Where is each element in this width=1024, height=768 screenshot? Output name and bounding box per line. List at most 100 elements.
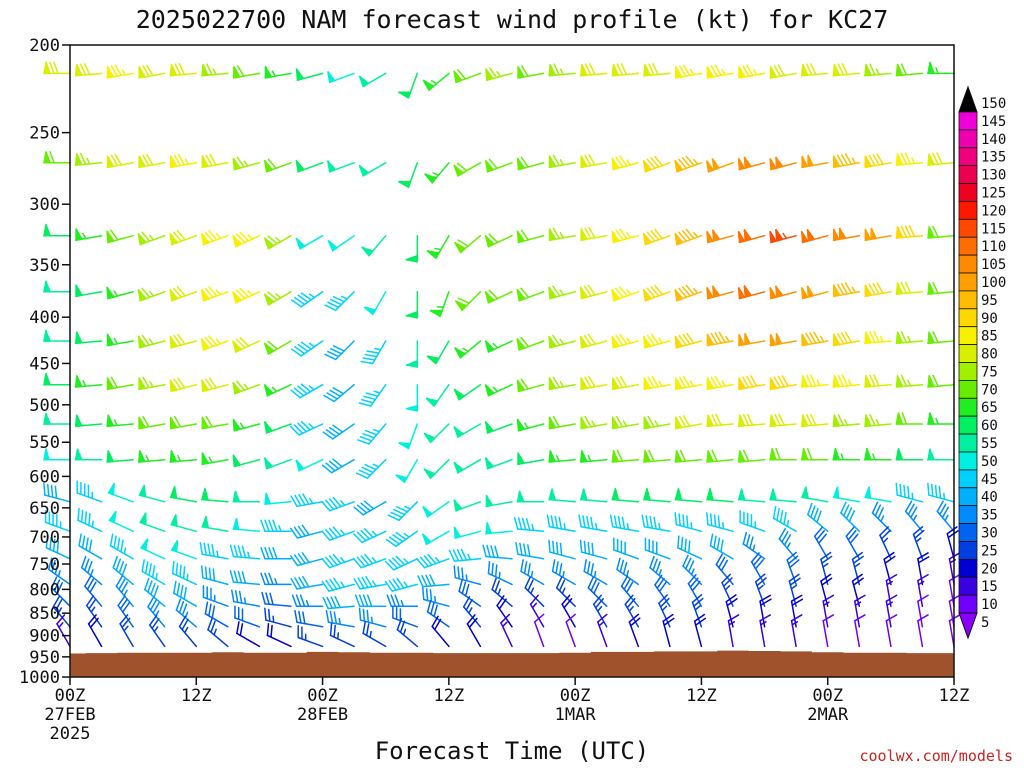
barb-flag <box>207 617 213 631</box>
wind-barb <box>232 418 261 432</box>
barb-flag <box>805 332 813 345</box>
barb-flag <box>114 64 123 77</box>
barb-flag <box>904 152 912 165</box>
barb-flag <box>932 281 939 294</box>
barb-half-flag <box>402 628 407 636</box>
barb-flag <box>238 590 243 604</box>
wind-barb <box>706 512 734 533</box>
wind-barb <box>74 331 103 345</box>
barb-flag <box>869 414 876 427</box>
barb-flag <box>678 158 688 170</box>
wind-barb <box>358 162 387 177</box>
barb-flag <box>725 594 737 603</box>
barb-flag <box>626 598 636 609</box>
wind-barb <box>485 494 513 508</box>
barb-flag <box>110 65 119 77</box>
barb-flag <box>840 501 847 514</box>
barb-flag <box>833 414 841 427</box>
wind-barb <box>108 510 134 533</box>
barb-flag <box>328 555 338 566</box>
wind-barb <box>201 565 229 586</box>
barb-half-flag <box>530 587 535 595</box>
barb-half-flag <box>236 495 241 503</box>
barb-half-flag <box>403 532 410 538</box>
wind-barb <box>820 573 833 607</box>
barb-flag <box>398 180 412 183</box>
barb-flag <box>297 294 309 303</box>
barb-flag <box>176 230 186 241</box>
barb-half-flag <box>308 385 315 391</box>
barb-flag <box>270 624 273 638</box>
barb-flag <box>290 348 303 357</box>
wind-barb <box>611 228 640 244</box>
barb-flag <box>929 412 935 425</box>
barb-flag <box>553 63 560 76</box>
barb-pennant <box>295 459 305 472</box>
wind-barb <box>642 284 671 302</box>
barb-pennant <box>706 230 714 244</box>
wind-barb <box>363 291 387 316</box>
colorbar-label: 80 <box>981 347 998 363</box>
wind-barb <box>800 285 829 300</box>
wind-barb <box>202 584 229 607</box>
barb-pennant <box>800 287 809 300</box>
barb-flag <box>546 514 551 528</box>
barb-flag <box>141 334 150 346</box>
barb-half-flag <box>753 68 758 76</box>
barb-flag <box>675 377 683 389</box>
barb-flag <box>89 617 99 629</box>
barb-flag <box>936 152 943 165</box>
x-tick-label: 12Z <box>686 686 717 706</box>
colorbar-label: 90 <box>981 311 998 327</box>
colorbar-label: 120 <box>981 203 1006 219</box>
barb-flag <box>83 63 91 76</box>
wind-barb <box>500 613 513 648</box>
barb-pennant <box>453 526 462 539</box>
barb-flag <box>152 602 160 614</box>
barb-flag <box>650 157 660 168</box>
wind-barb <box>520 559 545 586</box>
wind-barb <box>106 286 134 300</box>
wind-barb <box>232 287 261 304</box>
barb-half-flag <box>78 453 83 461</box>
colorbar-max-arrow <box>958 85 978 113</box>
chart-title: 2025022700 NAM forecast wind profile (kt… <box>136 5 889 34</box>
barb-flag <box>173 334 182 346</box>
barb-flag <box>456 549 464 562</box>
barb-flag <box>674 335 683 347</box>
barb-flag <box>272 519 278 533</box>
barb-flag <box>142 376 150 389</box>
barb-flag <box>587 576 595 589</box>
barb-pennant <box>140 538 149 552</box>
barb-pennant <box>484 421 494 434</box>
barb-flag <box>290 425 300 436</box>
wind-barb <box>917 552 930 586</box>
wind-barb <box>516 378 545 393</box>
wind-barb <box>141 559 166 586</box>
barb-flag <box>201 155 209 168</box>
wind-barb <box>800 63 829 77</box>
barb-flag <box>802 414 809 427</box>
barb-flag <box>612 450 620 463</box>
barb-flag <box>85 537 89 551</box>
barb-pennant <box>769 287 777 300</box>
barb-flag <box>329 610 334 624</box>
colorbar-swatch <box>958 505 978 524</box>
barb-flag <box>362 433 375 439</box>
barb-pennant <box>406 404 419 412</box>
barb-flag <box>233 65 241 78</box>
barb-pennant <box>295 160 305 173</box>
wind-barb <box>772 506 797 533</box>
barb-flag <box>200 288 210 300</box>
barb-shaft <box>885 620 892 648</box>
barb-flag <box>454 347 466 355</box>
wind-barb <box>516 229 545 244</box>
wind-barb <box>201 516 229 533</box>
barb-half-flag <box>790 584 797 590</box>
barb-flag <box>807 502 813 516</box>
barb-flag <box>83 483 86 497</box>
barb-flag <box>170 155 178 168</box>
barb-flag <box>290 578 298 590</box>
barb-flag <box>914 529 925 539</box>
wind-barb <box>353 575 387 590</box>
